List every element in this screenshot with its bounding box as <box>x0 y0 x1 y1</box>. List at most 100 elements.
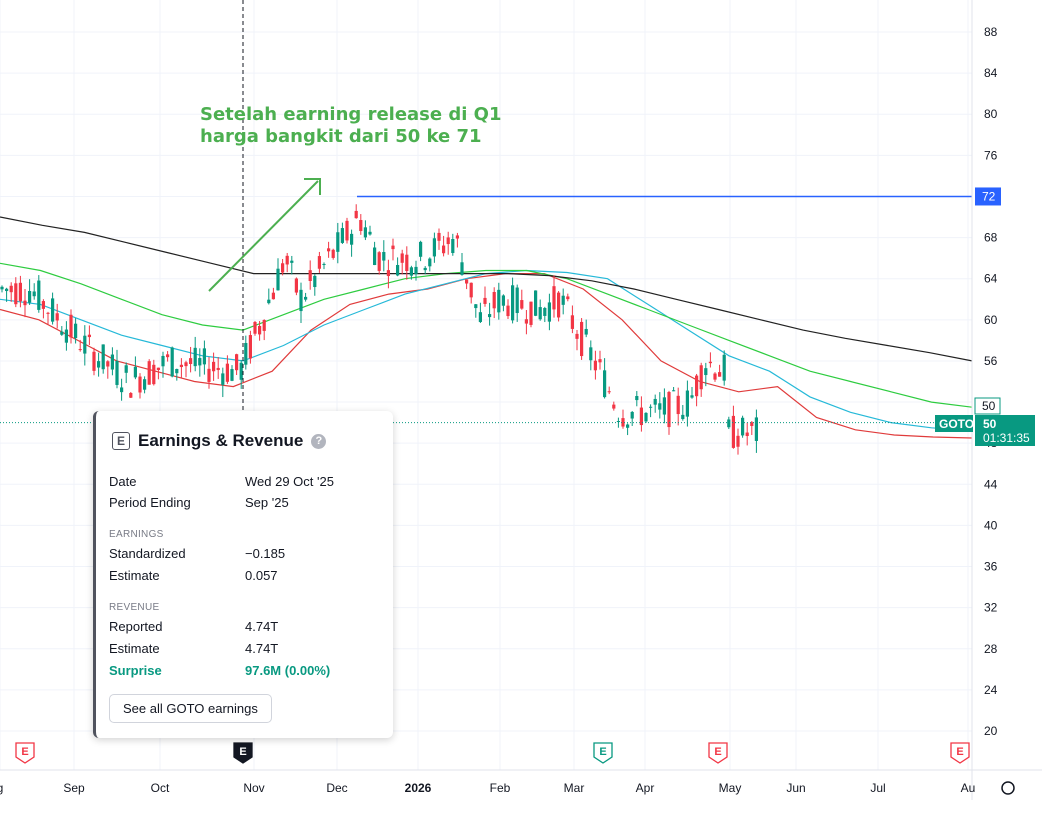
x-tick-label: Oct <box>151 781 170 795</box>
candle-body <box>115 360 119 385</box>
candle-body <box>506 305 510 317</box>
earnings-section-label: EARNINGS <box>109 529 164 540</box>
candle-body <box>55 313 59 321</box>
candle-body <box>455 235 459 239</box>
y-tick-label: 24 <box>984 683 998 697</box>
candle-body <box>129 393 133 398</box>
candle-body <box>492 292 496 309</box>
candle-body <box>340 228 344 243</box>
moving-average-line-2 <box>0 269 973 432</box>
y-tick-label: 40 <box>984 518 998 532</box>
candle-body <box>750 422 754 426</box>
revenue-estimate-label: Estimate <box>109 641 160 656</box>
earnings-revenue-panel: E Earnings & Revenue ? Date Wed 29 Oct '… <box>93 411 393 738</box>
candle-body <box>626 424 630 428</box>
revenue-estimate-value: 4.74T <box>245 641 279 656</box>
candle-body <box>313 275 317 288</box>
earnings-event-marker[interactable]: E <box>593 742 613 764</box>
candle-body <box>584 328 588 335</box>
earnings-event-marker[interactable]: E <box>950 742 970 764</box>
date-value: Wed 29 Oct '25 <box>245 474 334 489</box>
y-tick-label: 32 <box>984 601 998 615</box>
surprise-label: Surprise <box>109 663 162 678</box>
candle-body <box>478 312 482 322</box>
candle-body <box>400 253 404 263</box>
candle-body <box>41 301 45 309</box>
candle-body <box>391 245 395 250</box>
candle-body <box>745 432 749 437</box>
x-tick-label: Au <box>961 781 976 795</box>
earnings-marker-shape <box>233 742 253 764</box>
candle-body <box>543 308 547 316</box>
candle-body <box>156 367 160 370</box>
symbol-text: GOTO <box>939 417 974 431</box>
candle-body <box>235 354 239 371</box>
candle-body <box>708 361 712 364</box>
candle-body <box>106 361 110 367</box>
settings-gear-icon[interactable] <box>1001 781 1015 795</box>
candle-body <box>359 220 363 232</box>
reported-label: Reported <box>109 619 163 634</box>
candle-body <box>239 362 243 380</box>
candle-body <box>23 300 27 306</box>
y-tick-label: 56 <box>984 354 998 368</box>
moving-average-line-1 <box>0 273 973 439</box>
candle-body <box>593 360 597 371</box>
candle-body <box>322 263 326 265</box>
x-tick-label: Jul <box>870 781 885 795</box>
candle-body <box>405 254 409 271</box>
candle-body <box>662 397 666 415</box>
candle-body <box>428 258 432 267</box>
period-value: Sep '25 <box>245 495 289 510</box>
candle-body <box>161 355 165 367</box>
candle-body <box>345 220 349 241</box>
candle-body <box>193 347 197 367</box>
earnings-event-marker[interactable]: E <box>708 742 728 764</box>
candle-body <box>212 361 216 372</box>
candle-body <box>681 414 685 420</box>
candle-body <box>621 418 625 427</box>
annotation-line-2: harga bangkit dari 50 ke 71 <box>200 126 482 147</box>
candle-body <box>294 278 298 293</box>
x-tick-label: Dec <box>326 781 347 795</box>
candle-body <box>138 376 142 393</box>
candle-body <box>653 398 657 405</box>
x-tick-label: Nov <box>243 781 264 795</box>
candle-body <box>432 238 436 257</box>
candle-body <box>350 233 354 245</box>
candle-body <box>409 267 413 276</box>
candle-body <box>373 247 377 266</box>
candle-body <box>83 335 87 354</box>
price-axis-bg <box>972 0 1042 770</box>
moving-average-line-3 <box>0 262 973 408</box>
earnings-event-marker[interactable]: E <box>15 742 35 764</box>
candle-body <box>147 361 151 385</box>
see-all-earnings-button[interactable]: See all GOTO earnings <box>109 694 272 723</box>
symbol-tag <box>935 415 973 432</box>
ma-value-tag <box>974 397 1001 415</box>
candle-body <box>64 329 68 343</box>
candle-body <box>598 359 602 363</box>
candle-body <box>741 417 745 436</box>
candle-body <box>78 349 82 351</box>
candle-body <box>230 369 234 381</box>
candle-body <box>423 267 427 271</box>
candle-body <box>534 290 538 316</box>
candle-body <box>271 292 275 300</box>
x-tick-label: May <box>719 781 742 795</box>
candle-body <box>258 325 262 335</box>
candle-body <box>97 361 101 368</box>
y-tick-label: 28 <box>984 642 998 656</box>
candle-body <box>736 435 740 447</box>
help-icon[interactable]: ? <box>311 433 327 449</box>
date-label: Date <box>109 474 137 489</box>
candle-body <box>580 321 584 357</box>
candle-body <box>354 210 358 219</box>
candle-body <box>557 292 561 318</box>
candle-body <box>37 280 41 310</box>
candle-body <box>570 315 574 329</box>
earnings-marker-letter: E <box>21 746 28 758</box>
candle-body <box>731 415 735 448</box>
earnings-event-marker[interactable]: E <box>233 742 253 764</box>
